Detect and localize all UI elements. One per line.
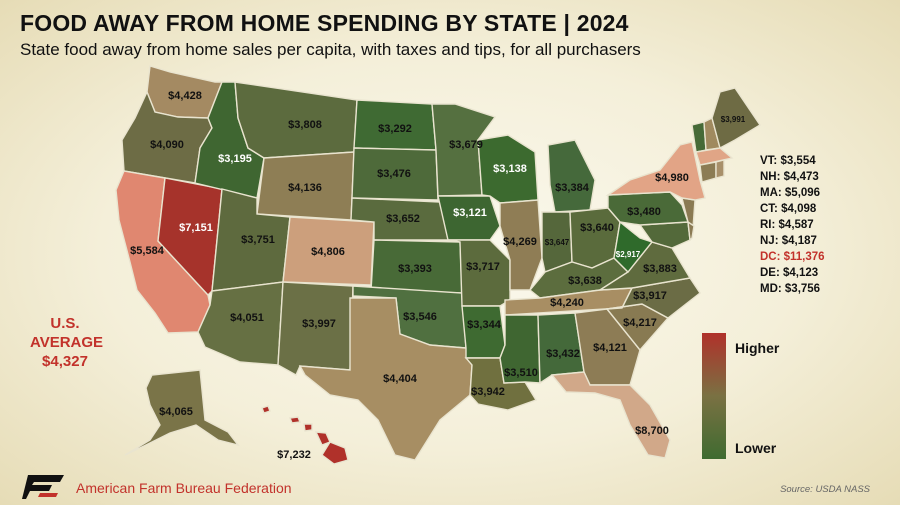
label-pa: $3,480 <box>627 206 661 218</box>
state-il[interactable] <box>499 199 543 291</box>
state-mi[interactable] <box>547 139 596 213</box>
label-hi: $7,232 <box>277 449 311 461</box>
label-wv: $2,917 <box>616 250 641 259</box>
state-ct[interactable] <box>699 161 717 183</box>
label-ky: $3,638 <box>568 275 602 287</box>
label-in: $3,647 <box>545 238 570 247</box>
page-subtitle: State food away from home sales per capi… <box>20 40 641 59</box>
state-ak[interactable] <box>124 369 240 456</box>
label-tn: $4,240 <box>550 297 584 309</box>
label-az: $4,051 <box>230 312 264 324</box>
state-sd[interactable] <box>351 147 439 201</box>
state-fl[interactable] <box>550 371 671 459</box>
afbf-logo-icon <box>22 475 64 499</box>
label-sc: $4,217 <box>623 317 657 329</box>
state-hi-1[interactable] <box>261 405 271 414</box>
label-mi: $3,384 <box>555 182 590 194</box>
ne-row-ma: MA: $5,096 <box>760 187 821 199</box>
source-note: Source: USDA NASS <box>780 484 870 495</box>
label-ak: $4,065 <box>159 406 193 418</box>
state-ma[interactable] <box>695 147 734 166</box>
ne-row-vt: VT: $3,554 <box>760 155 816 167</box>
label-nc: $3,917 <box>633 290 667 302</box>
state-ar[interactable] <box>461 305 506 359</box>
label-nd: $3,292 <box>378 123 412 135</box>
label-wa: $4,428 <box>168 90 202 102</box>
state-ia[interactable] <box>437 195 501 241</box>
label-tx: $4,404 <box>383 373 418 385</box>
label-la: $3,942 <box>471 386 505 398</box>
footer: American Farm Bureau Federation Source: … <box>0 468 900 505</box>
label-nm: $3,997 <box>302 318 336 330</box>
ne-row-nh: NH: $4,473 <box>760 171 819 183</box>
label-ar: $3,344 <box>467 319 502 331</box>
ne-row-nj: NJ: $4,187 <box>760 235 817 247</box>
page-title: FOOD AWAY FROM HOME SPENDING BY STATE | … <box>20 10 629 36</box>
northeast-values-list: VT: $3,554 NH: $4,473 MA: $5,096 CT: $4,… <box>760 153 825 297</box>
us-average: U.S. AVERAGE $4,327 <box>30 314 104 371</box>
label-va: $3,883 <box>643 263 677 275</box>
state-hi-2[interactable] <box>289 416 301 424</box>
us-average-value: $4,327 <box>42 353 88 370</box>
state-tx[interactable] <box>298 297 473 461</box>
ne-row-ct: CT: $4,098 <box>760 203 817 215</box>
us-average-line2: AVERAGE <box>30 334 104 351</box>
label-id: $3,195 <box>218 153 252 165</box>
ne-row-ri: RI: $4,587 <box>760 219 814 231</box>
label-mo: $3,717 <box>466 261 500 273</box>
label-mt: $3,808 <box>288 119 322 131</box>
label-ia: $3,121 <box>453 207 487 219</box>
label-or: $4,090 <box>150 139 184 151</box>
label-ut: $3,751 <box>241 234 275 246</box>
label-ks: $3,393 <box>398 263 432 275</box>
state-wv[interactable] <box>613 220 654 274</box>
org-name: American Farm Bureau Federation <box>76 480 292 496</box>
state-hi-3[interactable] <box>303 423 313 432</box>
label-nv: $7,151 <box>179 222 213 234</box>
state-pa[interactable] <box>607 191 689 226</box>
legend-gradient-bar <box>702 333 726 459</box>
label-ga: $4,121 <box>593 342 627 354</box>
label-ny: $4,980 <box>655 172 689 184</box>
label-me: $3,991 <box>721 115 746 124</box>
state-de[interactable] <box>687 220 695 242</box>
label-ca: $5,584 <box>130 245 165 257</box>
label-co: $4,806 <box>311 246 345 258</box>
legend-high-label: Higher <box>735 340 780 356</box>
label-fl: $8,700 <box>635 425 669 437</box>
us-average-line1: U.S. <box>50 315 80 332</box>
ne-row-dc: DC: $11,376 <box>760 251 825 263</box>
state-ny[interactable] <box>605 141 706 201</box>
state-ri[interactable] <box>715 159 725 179</box>
label-sd: $3,476 <box>377 168 411 180</box>
label-ok: $3,546 <box>403 311 437 323</box>
label-oh: $3,640 <box>580 222 614 234</box>
state-hi-4[interactable] <box>314 431 331 446</box>
label-il: $4,269 <box>503 236 537 248</box>
state-hi-big[interactable] <box>321 441 349 465</box>
label-wy: $4,136 <box>288 182 322 194</box>
label-wi: $3,138 <box>493 163 527 175</box>
label-ms: $3,510 <box>504 367 538 379</box>
label-al: $3,432 <box>546 348 580 360</box>
label-ne: $3,652 <box>386 213 420 225</box>
label-mn: $3,679 <box>449 139 483 151</box>
ne-row-de: DE: $4,123 <box>760 267 819 279</box>
ne-row-md: MD: $3,756 <box>760 283 821 295</box>
legend-low-label: Lower <box>735 440 777 456</box>
